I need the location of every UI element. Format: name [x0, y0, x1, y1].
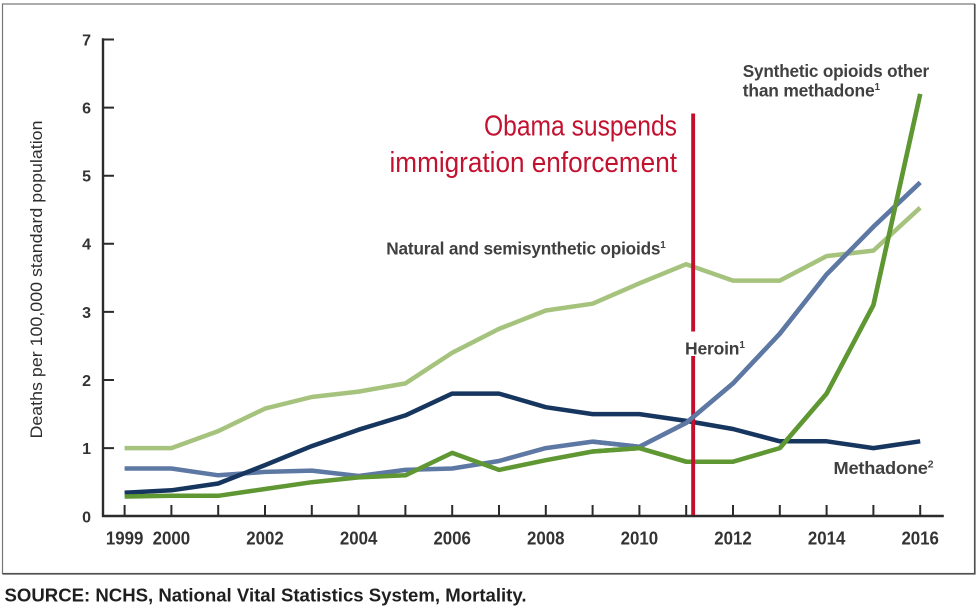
svg-text:2012: 2012 — [714, 529, 752, 549]
svg-text:0: 0 — [82, 509, 91, 526]
svg-text:2010: 2010 — [621, 529, 659, 549]
svg-text:Synthetic opioids other: Synthetic opioids other — [743, 61, 930, 81]
svg-text:Deaths per 100,000 standard po: Deaths per 100,000 standard population — [27, 121, 46, 439]
svg-text:Heroin1: Heroin1 — [685, 339, 745, 359]
svg-text:4: 4 — [82, 237, 91, 254]
svg-text:2000: 2000 — [153, 529, 191, 549]
svg-text:6: 6 — [82, 101, 91, 118]
svg-text:2008: 2008 — [527, 529, 565, 549]
svg-text:2016: 2016 — [901, 529, 939, 549]
svg-text:immigration enforcement: immigration enforcement — [390, 147, 678, 179]
svg-text:2014: 2014 — [808, 529, 846, 549]
svg-text:Natural and semisynthetic opio: Natural and semisynthetic opioids1 — [386, 239, 666, 259]
svg-text:3: 3 — [82, 305, 91, 322]
svg-text:7: 7 — [82, 32, 91, 49]
svg-text:2004: 2004 — [340, 529, 378, 549]
svg-text:2: 2 — [82, 373, 91, 390]
svg-text:SOURCE: NCHS, National Vital S: SOURCE: NCHS, National Vital Statistics … — [5, 585, 527, 606]
svg-text:2006: 2006 — [433, 529, 471, 549]
svg-text:1999: 1999 — [106, 529, 144, 549]
svg-text:5: 5 — [82, 169, 91, 186]
svg-text:2002: 2002 — [246, 529, 284, 549]
svg-text:than methadone1: than methadone1 — [743, 81, 881, 101]
svg-text:1: 1 — [82, 441, 91, 458]
svg-text:Obama suspends: Obama suspends — [484, 111, 677, 143]
